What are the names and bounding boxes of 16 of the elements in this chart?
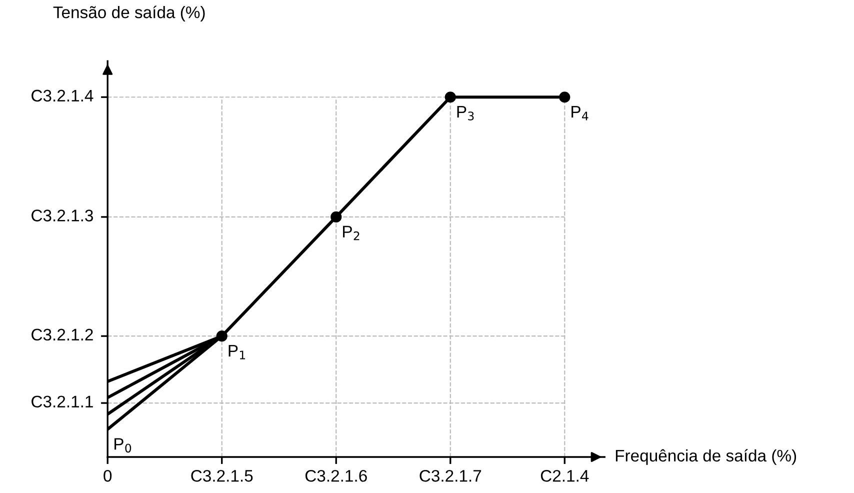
annotation: P$_{0}$ <box>114 438 132 453</box>
x-tick-label: C3.2.1.5 <box>191 470 253 482</box>
ref-line-label: C3.2.1.3 <box>32 210 93 222</box>
x-tick-label: C3.2.1.6 <box>305 470 367 482</box>
annotation: P$_{3}$ <box>457 106 474 120</box>
x-tick-label: C3.2.1.7 <box>420 470 482 482</box>
annotation: P$_{4}$ <box>572 106 588 120</box>
ref-line-label: C3.2.1.4 <box>32 90 94 102</box>
annotation: P$_{1}$ <box>228 345 246 360</box>
ref-line-label: C3.2.1.2 <box>32 328 93 341</box>
x-tick-label: 0 <box>104 470 112 482</box>
x-axis-title: Frequência de saída (%) <box>616 449 796 465</box>
ref-line-label: C3.2.1.1 <box>32 396 93 408</box>
annotation: P$_{2}$ <box>343 226 360 240</box>
x-tick-label: C2.1.4 <box>540 470 589 482</box>
y-axis-title: Tensão de saída (%) <box>53 6 205 22</box>
